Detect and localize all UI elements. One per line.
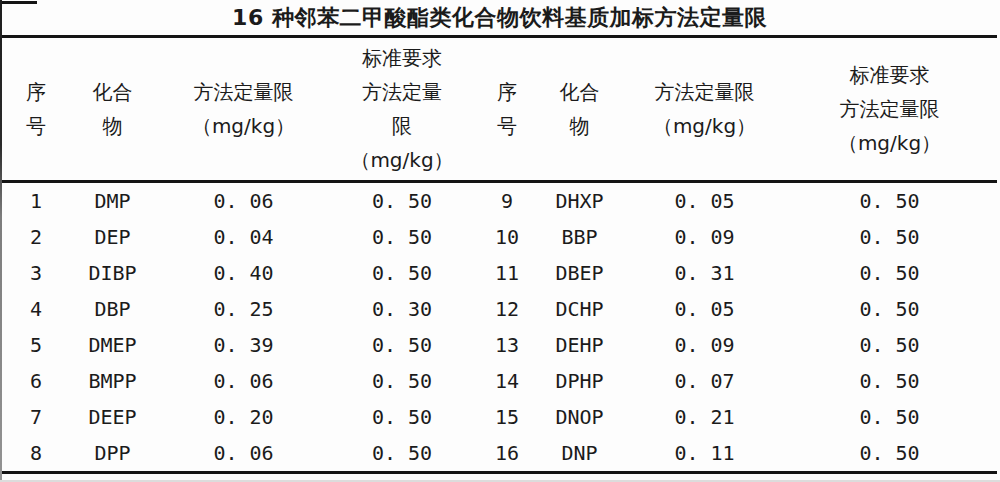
cell-no: 14	[472, 363, 542, 399]
cell-compound: DNP	[542, 435, 617, 473]
cell-loq: 0. 40	[155, 255, 332, 291]
cell-std-loq: 0. 50	[792, 255, 987, 291]
cell-std-loq: 0. 50	[792, 219, 987, 255]
header-compound-right: 化合 物	[542, 38, 617, 182]
table-row: 7 DEEP 0. 20 0. 50 15 DNOP 0. 21 0. 50	[2, 399, 997, 435]
cell-no: 11	[472, 255, 542, 291]
cell-std-loq: 0. 50	[332, 327, 472, 363]
cell-spacer	[987, 363, 997, 399]
cell-compound: DCHP	[542, 291, 617, 327]
cell-std-loq: 0. 50	[792, 182, 987, 220]
cell-no: 6	[2, 363, 70, 399]
header-std-loq-left: 标准要求 方法定量 限 （mg/kg）	[332, 38, 472, 182]
cell-compound: DPHP	[542, 363, 617, 399]
cell-compound: DEHP	[542, 327, 617, 363]
cell-no: 4	[2, 291, 70, 327]
cell-compound: DEEP	[70, 399, 155, 435]
header-no-right: 序 号	[472, 38, 542, 182]
cell-no: 13	[472, 327, 542, 363]
cell-loq: 0. 20	[155, 399, 332, 435]
table-row: 8 DPP 0. 06 0. 50 16 DNP 0. 11 0. 50	[2, 435, 997, 473]
cell-loq: 0. 06	[155, 363, 332, 399]
scan-artifact-left-edge	[0, 0, 2, 482]
cell-no: 9	[472, 182, 542, 220]
loq-table: 序 号 化合 物 方法定量限 （mg/kg） 标准要求 方法定量 限 （mg/k…	[2, 38, 997, 474]
header-std-loq-right: 标准要求 方法定量限 （mg/kg）	[792, 38, 987, 182]
cell-compound: DPP	[70, 435, 155, 473]
cell-compound: DNOP	[542, 399, 617, 435]
cell-compound: DMP	[70, 182, 155, 220]
cell-no: 8	[2, 435, 70, 473]
table-row: 6 BMPP 0. 06 0. 50 14 DPHP 0. 07 0. 50	[2, 363, 997, 399]
cell-std-loq: 0. 50	[332, 435, 472, 473]
header-no-left: 序 号	[2, 38, 70, 182]
cell-std-loq: 0. 30	[332, 291, 472, 327]
cell-spacer	[987, 219, 997, 255]
cell-loq: 0. 09	[617, 327, 792, 363]
cell-spacer	[987, 182, 997, 220]
cell-std-loq: 0. 50	[792, 291, 987, 327]
cell-std-loq: 0. 50	[332, 219, 472, 255]
cell-std-loq: 0. 50	[332, 255, 472, 291]
cell-loq: 0. 31	[617, 255, 792, 291]
cell-std-loq: 0. 50	[332, 182, 472, 220]
cell-compound: BMPP	[70, 363, 155, 399]
cell-compound: DBEP	[542, 255, 617, 291]
table-row: 1 DMP 0. 06 0. 50 9 DHXP 0. 05 0. 50	[2, 182, 997, 220]
cell-std-loq: 0. 50	[792, 327, 987, 363]
cell-spacer	[987, 435, 997, 473]
header-spacer	[987, 38, 997, 182]
cell-no: 7	[2, 399, 70, 435]
cell-no: 3	[2, 255, 70, 291]
cell-std-loq: 0. 50	[792, 435, 987, 473]
cell-no: 10	[472, 219, 542, 255]
cell-spacer	[987, 399, 997, 435]
cell-spacer	[987, 255, 997, 291]
cell-loq: 0. 05	[617, 291, 792, 327]
cell-loq: 0. 21	[617, 399, 792, 435]
cell-no: 12	[472, 291, 542, 327]
cell-std-loq: 0. 50	[332, 399, 472, 435]
table-title: 16 种邻苯二甲酸酯类化合物饮料基质加标方法定量限	[2, 0, 997, 38]
cell-no: 15	[472, 399, 542, 435]
cell-compound: DEP	[70, 219, 155, 255]
cell-loq: 0. 11	[617, 435, 792, 473]
cell-compound: DMEP	[70, 327, 155, 363]
cell-loq: 0. 39	[155, 327, 332, 363]
header-loq-right: 方法定量限 （mg/kg）	[617, 38, 792, 182]
cell-std-loq: 0. 50	[792, 399, 987, 435]
cell-spacer	[987, 291, 997, 327]
scanned-table-page: 16 种邻苯二甲酸酯类化合物饮料基质加标方法定量限 序 号 化合 物 方法定量限…	[0, 0, 1000, 482]
cell-loq: 0. 09	[617, 219, 792, 255]
cell-compound: DIBP	[70, 255, 155, 291]
cell-loq: 0. 06	[155, 182, 332, 220]
table-row: 2 DEP 0. 04 0. 50 10 BBP 0. 09 0. 50	[2, 219, 997, 255]
cell-no: 5	[2, 327, 70, 363]
cell-no: 1	[2, 182, 70, 220]
cell-loq: 0. 04	[155, 219, 332, 255]
cell-spacer	[987, 327, 997, 363]
table-row: 4 DBP 0. 25 0. 30 12 DCHP 0. 05 0. 50	[2, 291, 997, 327]
cell-loq: 0. 05	[617, 182, 792, 220]
header-row: 序 号 化合 物 方法定量限 （mg/kg） 标准要求 方法定量 限 （mg/k…	[2, 38, 997, 182]
cell-no: 16	[472, 435, 542, 473]
cell-no: 2	[2, 219, 70, 255]
cell-loq: 0. 25	[155, 291, 332, 327]
header-loq-left: 方法定量限 （mg/kg）	[155, 38, 332, 182]
table-row: 3 DIBP 0. 40 0. 50 11 DBEP 0. 31 0. 50	[2, 255, 997, 291]
header-compound-left: 化合 物	[70, 38, 155, 182]
cell-std-loq: 0. 50	[332, 363, 472, 399]
cell-loq: 0. 07	[617, 363, 792, 399]
cell-std-loq: 0. 50	[792, 363, 987, 399]
cell-compound: DHXP	[542, 182, 617, 220]
table-row: 5 DMEP 0. 39 0. 50 13 DEHP 0. 09 0. 50	[2, 327, 997, 363]
scan-artifact-top-line	[0, 1, 37, 4]
cell-loq: 0. 06	[155, 435, 332, 473]
cell-compound: DBP	[70, 291, 155, 327]
cell-compound: BBP	[542, 219, 617, 255]
